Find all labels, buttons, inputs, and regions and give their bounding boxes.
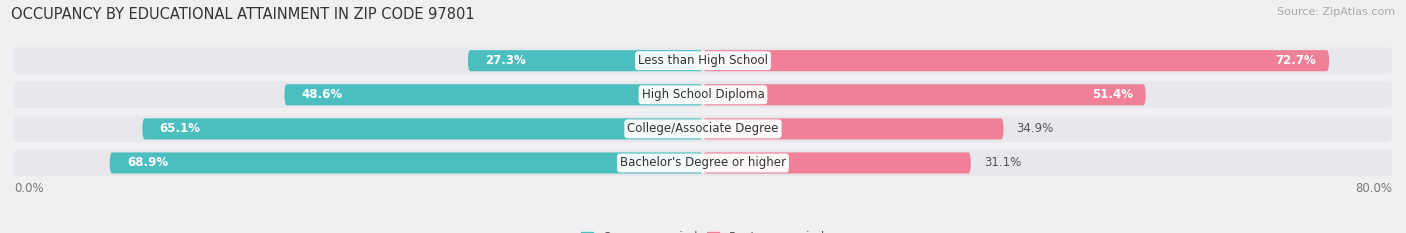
FancyBboxPatch shape [14, 150, 1392, 176]
Text: 72.7%: 72.7% [1275, 54, 1316, 67]
Text: High School Diploma: High School Diploma [641, 88, 765, 101]
Text: 31.1%: 31.1% [984, 157, 1021, 169]
Text: OCCUPANCY BY EDUCATIONAL ATTAINMENT IN ZIP CODE 97801: OCCUPANCY BY EDUCATIONAL ATTAINMENT IN Z… [11, 7, 475, 22]
Text: Source: ZipAtlas.com: Source: ZipAtlas.com [1277, 7, 1395, 17]
Text: 80.0%: 80.0% [1355, 182, 1392, 195]
FancyBboxPatch shape [703, 84, 1146, 105]
FancyBboxPatch shape [703, 50, 1329, 71]
FancyBboxPatch shape [142, 118, 703, 140]
FancyBboxPatch shape [14, 116, 1392, 142]
Text: 65.1%: 65.1% [160, 122, 201, 135]
Text: 68.9%: 68.9% [127, 157, 167, 169]
FancyBboxPatch shape [703, 118, 1004, 140]
Text: 51.4%: 51.4% [1091, 88, 1133, 101]
FancyBboxPatch shape [110, 152, 703, 174]
Text: College/Associate Degree: College/Associate Degree [627, 122, 779, 135]
Text: 48.6%: 48.6% [302, 88, 343, 101]
Text: Less than High School: Less than High School [638, 54, 768, 67]
Text: 0.0%: 0.0% [14, 182, 44, 195]
FancyBboxPatch shape [284, 84, 703, 105]
Text: Bachelor's Degree or higher: Bachelor's Degree or higher [620, 157, 786, 169]
FancyBboxPatch shape [468, 50, 703, 71]
FancyBboxPatch shape [14, 82, 1392, 108]
Text: 27.3%: 27.3% [485, 54, 526, 67]
Legend: Owner-occupied, Renter-occupied: Owner-occupied, Renter-occupied [576, 226, 830, 233]
Text: 34.9%: 34.9% [1017, 122, 1053, 135]
FancyBboxPatch shape [14, 47, 1392, 74]
FancyBboxPatch shape [703, 152, 970, 174]
